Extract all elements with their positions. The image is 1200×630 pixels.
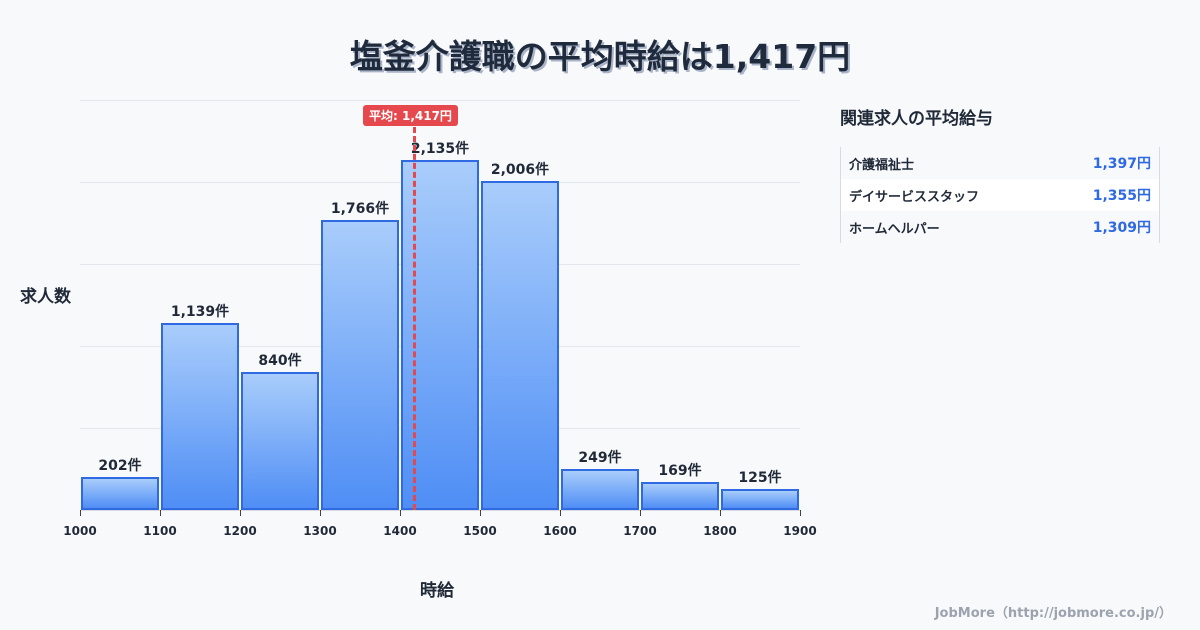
x-axis (80, 510, 800, 511)
bar-value-label: 840件 (258, 353, 302, 369)
bar-value-label: 1,139件 (170, 304, 230, 320)
x-axis-label: 時給 (420, 581, 454, 601)
histogram-bar (81, 477, 159, 510)
job-salary: 1,397円 (1092, 156, 1151, 172)
gridline (80, 100, 800, 101)
footer-credit: JobMore（http://jobmore.co.jp/） (934, 606, 1172, 621)
x-tick-label: 1200 (223, 524, 257, 538)
x-tick-label: 1400 (383, 524, 417, 538)
histogram-bar (641, 482, 719, 510)
related-salaries-list: 介護福祉士 1,397円 デイサービススタッフ 1,355円 ホームヘルパー 1… (840, 147, 1160, 243)
x-tick (400, 510, 401, 516)
histogram-bar (481, 181, 559, 510)
x-tick (160, 510, 161, 516)
x-tick (80, 510, 81, 516)
related-salaries-title: 関連求人の平均給与 (840, 109, 993, 129)
x-tick (800, 510, 801, 516)
histogram-bar (321, 220, 399, 510)
bar-value-label: 249件 (578, 450, 622, 466)
related-salaries-panel: 関連求人の平均給与 介護福祉士 1,397円 デイサービススタッフ 1,355円… (840, 104, 1160, 243)
x-tick (240, 510, 241, 516)
x-tick-label: 1800 (703, 524, 737, 538)
x-tick-label: 1100 (143, 524, 177, 538)
histogram-bar (561, 469, 639, 510)
bar-value-label: 2,006件 (490, 162, 550, 178)
x-tick-label: 1700 (623, 524, 657, 538)
histogram-bar (721, 489, 799, 510)
bar-value-label: 1,766件 (330, 201, 390, 217)
x-tick-label: 1900 (783, 524, 817, 538)
histogram-bar (161, 323, 239, 510)
x-tick (480, 510, 481, 516)
y-axis-label: 求人数 (20, 287, 71, 307)
bar-value-label: 2,135件 (410, 141, 470, 157)
x-tick (560, 510, 561, 516)
bar-value-label: 202件 (98, 458, 142, 474)
x-tick-label: 1000 (63, 524, 97, 538)
histogram-chart: 求人数 時給 202件 1,139件 840件 1,766件 2,135件 2,006件 2… (20, 100, 817, 601)
job-name: ホームヘルパー (849, 221, 940, 237)
bar-value-label: 125件 (738, 470, 782, 486)
x-tick (320, 510, 321, 516)
list-item: デイサービススタッフ 1,355円 (841, 179, 1159, 211)
job-name: 介護福祉士 (849, 157, 915, 173)
list-item: 介護福祉士 1,397円 (841, 147, 1159, 179)
x-tick (720, 510, 721, 516)
average-badge: 平均: 1,417円 (363, 105, 458, 126)
bar-value-label: 169件 (658, 463, 702, 479)
page-title: 塩釜介護職の平均時給は1,417円 (349, 37, 851, 76)
x-tick-label: 1600 (543, 524, 577, 538)
histogram-bar (241, 372, 319, 510)
x-tick-label: 1300 (303, 524, 337, 538)
job-salary: 1,355円 (1092, 188, 1151, 204)
average-line (413, 127, 416, 510)
list-item: ホームヘルパー 1,309円 (841, 211, 1159, 243)
job-salary: 1,309円 (1092, 220, 1151, 236)
x-tick-label: 1500 (463, 524, 497, 538)
job-name: デイサービススタッフ (849, 189, 980, 205)
x-tick (640, 510, 641, 516)
